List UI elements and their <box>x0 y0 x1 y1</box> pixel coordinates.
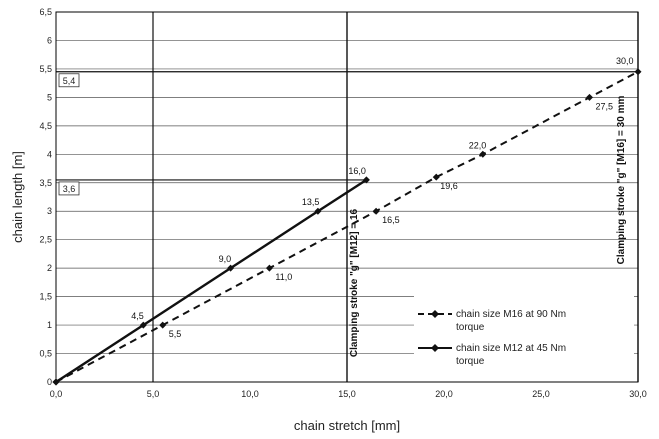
clamping-stroke-label: Clamping stroke "g" [M16] = 30 mm <box>616 96 627 265</box>
data-point-m16 <box>586 93 593 101</box>
data-point-m12 <box>362 176 370 184</box>
y-tick-label: 0,5 <box>39 349 52 359</box>
data-label-m12: 16,0 <box>348 166 366 176</box>
data-label-m16: 16,5 <box>382 215 400 225</box>
data-label-m16: 27,5 <box>596 101 614 111</box>
data-point-m12 <box>227 264 235 272</box>
data-point-m16 <box>159 321 167 329</box>
tick-labels: 0 0,5 1 1,5 2 2,5 3 3,5 4 4,5 5 5,5 6 6,5 0,0 5,0 10,0 15… <box>39 7 646 399</box>
y-tick-label: 1 <box>47 320 52 330</box>
y-tick-label: 2,5 <box>39 235 52 245</box>
chain-length-reference-box <box>58 181 80 196</box>
legend-marker-m16 <box>431 310 439 318</box>
plot-area-frame <box>55 11 639 383</box>
y-tick-label: 6 <box>47 35 52 45</box>
legend-label-m12: chain size M12 at 45 Nm torque <box>456 343 566 367</box>
legend-box <box>414 296 634 374</box>
reference-lines: Clamping stroke "g" [M12] = 16 Clamping s… <box>56 12 639 382</box>
legend: chain size M16 at 90 Nm torque chain size… <box>414 296 634 374</box>
data-label-m16: 30,0 <box>616 56 634 66</box>
data-label-m16: 5,5 <box>169 329 182 339</box>
legend-marker-m12 <box>431 344 439 352</box>
data-label-m12: 9,0 <box>219 254 232 264</box>
x-tick-label: 0,0 <box>50 389 63 399</box>
x-tick-label: 5,0 <box>147 389 160 399</box>
data-label-m16: 22,0 <box>469 140 487 150</box>
y-tick-label: 0 <box>47 377 52 387</box>
x-tick-label: 15,0 <box>338 389 356 399</box>
data-label-m12: 4,5 <box>131 311 144 321</box>
data-point-m12 <box>52 378 60 386</box>
y-tick-label: 4,5 <box>39 121 52 131</box>
data-point-m16 <box>634 68 642 76</box>
x-tick-label: 10,0 <box>241 389 259 399</box>
data-point-m16 <box>265 264 273 272</box>
y-tick-label: 6,5 <box>39 7 52 17</box>
data-labels: 5,5 11,0 16,5 19,6 22,0 27,5 30,0 4,5 9,0 13,5 16,… <box>131 56 633 339</box>
series-layer <box>52 68 642 386</box>
x-tick-label: 20,0 <box>435 389 453 399</box>
clamping-stroke-label: Clamping stroke "g" [M12] = 16 <box>349 209 360 358</box>
y-tick-label: 5,5 <box>39 64 52 74</box>
y-tick-label: 3,5 <box>39 178 52 188</box>
legend-label-m16: chain size M16 at 90 Nm torque <box>456 309 566 333</box>
data-point-m16 <box>432 173 440 181</box>
x-axis-title: chain stretch [mm] <box>294 418 400 433</box>
chain-length-reference-label: 3,6 <box>63 184 76 194</box>
data-label-m16: 19,6 <box>440 181 458 191</box>
data-label-m16: 11,0 <box>275 272 292 282</box>
data-label-m12: 13,5 <box>302 197 320 207</box>
y-tick-label: 2 <box>47 263 52 273</box>
x-tick-label: 25,0 <box>532 389 550 399</box>
x-tick-label: 30,0 <box>629 389 647 399</box>
y-tick-label: 5 <box>47 92 52 102</box>
y-tick-label: 4 <box>47 149 52 159</box>
data-point-m12 <box>314 207 322 215</box>
y-tick-label: 1,5 <box>39 292 52 302</box>
data-point-m12 <box>139 321 147 329</box>
y-tick-label: 3 <box>47 206 52 216</box>
series-line-m16 <box>55 70 639 383</box>
y-axis-title: chain length [m] <box>10 151 25 243</box>
data-point-m16 <box>372 207 380 215</box>
chain-length-reference-box <box>58 73 80 88</box>
data-point-m16 <box>479 150 487 158</box>
chain-length-reference-label: 5,4 <box>63 76 76 86</box>
